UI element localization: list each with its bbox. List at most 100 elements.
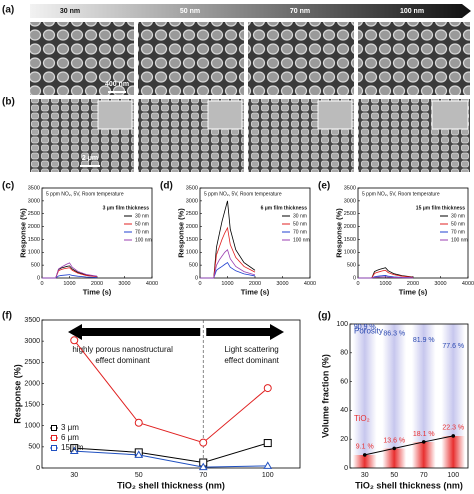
x-tick-label: 50 [135,472,143,479]
annotation: effect dominant [224,356,279,365]
legend-label: 50 nm [293,221,307,227]
inset-image [317,100,353,130]
y-tick-label: 2500 [186,211,198,217]
marker [263,439,272,448]
y-tick-label: 1500 [186,237,198,243]
plot-frame [41,319,301,469]
value-label: 81.9 % [413,337,435,344]
bar-segment [382,448,407,468]
y-axis-label: Response (%) [18,208,27,258]
x-axis-label: TiO₂ shell thickness (nm) [355,481,463,491]
y-tick-label: 2500 [344,211,356,217]
series-line [42,274,98,279]
plot-frame [199,187,311,279]
bar-segment [382,324,407,449]
x-tick-label: 1000 [221,281,233,287]
x-tick-label: 0 [40,281,43,287]
panel-label: (f) [2,311,12,322]
trend-line [364,435,454,456]
y-tick-label: 2000 [186,224,198,230]
annotation: 5 ppm NO₂, 5V, Room temperature [46,191,124,197]
thickness-bar [30,4,471,18]
y-tick-label: 500 [347,263,356,269]
value-label: 86.3 % [383,331,405,338]
legend-label: 70 nm [293,229,307,235]
value-label: 13.6 % [383,437,405,444]
x-tick-label: 3000 [118,281,130,287]
x-tick-label: 2000 [249,281,261,287]
y-tick-label: 40 [340,407,348,414]
thickness-label: 30 nm [60,8,80,15]
bar-segment [411,441,436,468]
legend-label: 100 nm [293,237,310,243]
legend-label: 15 μm [61,443,84,452]
series-line [200,262,256,279]
inset-image [207,100,243,130]
value-label: 77.6 % [442,343,464,350]
legend-label: 3 μm [61,423,79,432]
legend-marker [51,435,57,441]
y-tick-label: 3000 [186,198,198,204]
y-tick-label: 1500 [24,401,40,408]
x-tick-label: 2000 [91,281,103,287]
y-tick-label: 2000 [28,224,40,230]
annotation: Light scattering [224,345,278,354]
series-line [73,339,269,444]
y-tick-label: 500 [189,263,198,269]
x-tick-label: 100 [262,472,274,479]
y-axis-label: Response (%) [13,364,23,424]
series-line [358,267,414,279]
y-tick-label: 0 [344,465,348,472]
x-tick-label: 70 [420,472,428,479]
panel-label: (d) [160,181,173,192]
y-tick-label: 2000 [344,224,356,230]
legend-label: 30 nm [135,213,149,219]
y-tick-label: 20 [340,436,348,443]
panel-label: (e) [318,181,330,192]
value-label: 22.3 % [442,425,464,432]
arrow [68,324,201,340]
x-axis-label: Time (s) [399,287,428,296]
value-label: 90.9 % [354,324,376,331]
x-tick-label: 3000 [276,281,288,287]
legend-label: 100 nm [451,237,468,243]
marker [263,461,273,469]
plot-frame [357,187,469,279]
point [392,446,397,451]
y-tick-label: 3500 [344,185,356,191]
series-line [74,442,268,464]
legend-marker [51,445,57,451]
y-tick-label: 1000 [186,250,198,256]
x-axis-label: Time (s) [241,287,270,296]
y-tick-label: 3500 [186,185,198,191]
x-tick-label: 50 [390,472,398,479]
sem-images: 400 nm 2 μm [30,22,470,172]
y-tick-label: 3000 [24,338,40,345]
series-line [200,248,256,279]
x-axis-label: TiO₂ shell thickness (nm) [117,481,225,491]
point [421,440,426,444]
x-tick-label: 2000 [407,281,419,287]
y-tick-label: 1000 [24,423,40,430]
annotation: effect dominant [95,356,150,365]
series-line [42,262,98,279]
y-tick-label: 0 [37,275,40,281]
panel-label: (a) [2,5,14,16]
y-tick-label: 80 [340,350,348,357]
x-axis-label: Time (s) [83,287,112,296]
y-tick-label: 60 [340,378,348,385]
y-tick-label: 0 [353,275,356,281]
annotation: 5 ppm NO₂, 5V, Room temperature [204,191,282,197]
legend-label: 50 nm [451,221,465,227]
bar-segment [441,324,466,436]
y-tick-label: 0 [195,275,198,281]
legend-label: 100 nm [135,237,152,243]
y-tick-label: 1500 [344,237,356,243]
legend-label: 70 nm [135,229,149,235]
bar-segment [411,324,436,442]
marker [263,384,272,393]
y-tick-label: 3500 [28,185,40,191]
x-tick-label: 4000 [146,281,158,287]
legend-label: 50 nm [135,221,149,227]
